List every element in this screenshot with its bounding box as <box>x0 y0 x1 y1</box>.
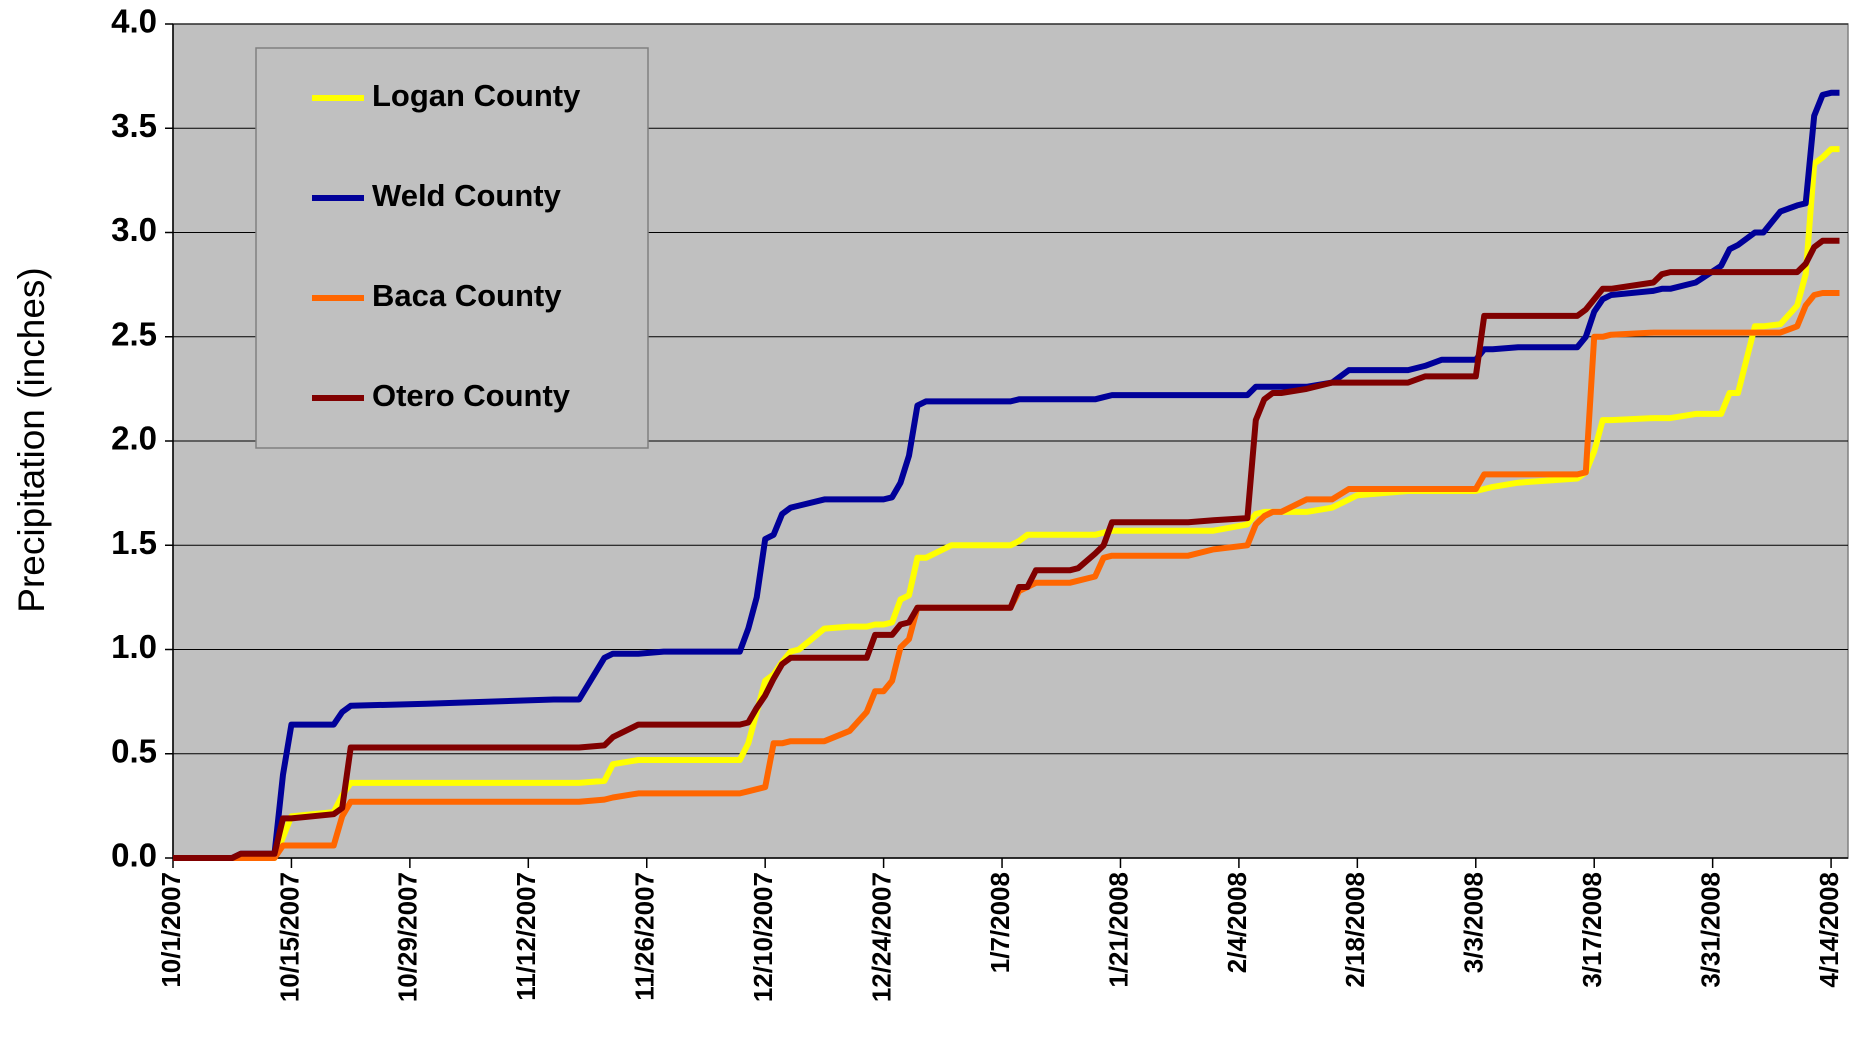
series-line <box>173 237 1840 861</box>
y-tick-label: 0.0 <box>111 837 157 874</box>
legend-label: Otero County <box>372 378 571 413</box>
legend-label: Logan County <box>372 78 581 113</box>
legend-label: Weld County <box>372 178 562 213</box>
x-tick-label: 1/21/2008 <box>1103 872 1133 988</box>
y-tick-label: 3.0 <box>111 211 157 248</box>
series-line <box>173 89 1840 861</box>
x-tick-label: 2/4/2008 <box>1222 872 1252 973</box>
x-tick-label: 2/18/2008 <box>1340 872 1370 988</box>
x-tick-label: 11/12/2007 <box>511 872 541 1001</box>
x-tick-label: 4/14/2008 <box>1814 872 1844 988</box>
x-tick-label: 3/3/2008 <box>1459 872 1489 973</box>
x-tick-label: 10/1/2007 <box>156 872 186 988</box>
x-tick-label: 10/15/2007 <box>274 872 304 1002</box>
legend-box <box>255 47 649 449</box>
y-axis-title: Precipitation (inches) <box>11 267 52 612</box>
series-line <box>173 290 1840 861</box>
y-tick-label: 0.5 <box>111 732 157 769</box>
y-tick-label: 4.0 <box>111 3 157 40</box>
x-tick-label: 11/26/2007 <box>630 872 660 1001</box>
legend-label: Baca County <box>372 278 562 313</box>
x-tick-label: 12/24/2007 <box>866 872 896 1002</box>
y-tick-label: 3.5 <box>111 107 157 144</box>
x-tick-label: 10/29/2007 <box>393 872 423 1002</box>
y-tick-label: 1.5 <box>111 524 157 561</box>
x-tick-label: 3/31/2008 <box>1696 872 1726 988</box>
series-line <box>173 146 1840 861</box>
x-tick-label: 1/7/2008 <box>985 872 1015 973</box>
y-tick-label: 2.5 <box>111 315 157 352</box>
x-tick-label: 12/10/2007 <box>748 872 778 1002</box>
y-tick-label: 2.0 <box>111 420 157 457</box>
y-tick-label: 1.0 <box>111 628 157 665</box>
x-tick-label: 3/17/2008 <box>1577 872 1607 988</box>
